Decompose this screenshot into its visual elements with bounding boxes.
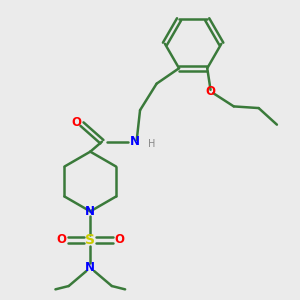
Text: N: N bbox=[130, 135, 140, 148]
Text: O: O bbox=[206, 85, 216, 98]
Text: O: O bbox=[71, 116, 81, 129]
Text: N: N bbox=[85, 261, 95, 274]
Text: O: O bbox=[56, 233, 66, 246]
Text: H: H bbox=[148, 140, 155, 149]
Text: O: O bbox=[114, 233, 124, 246]
Text: N: N bbox=[85, 205, 95, 218]
Text: S: S bbox=[85, 232, 95, 247]
